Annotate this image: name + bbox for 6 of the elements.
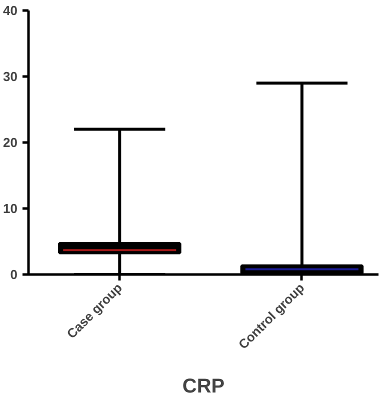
x-axis-title: CRP: [182, 375, 225, 398]
y-tick-label: 0: [10, 267, 18, 282]
y-tick-label: 30: [3, 69, 18, 84]
y-tick-label: 20: [3, 135, 18, 150]
y-tick-label: 10: [3, 201, 18, 216]
y-tick-label: 40: [3, 3, 18, 18]
